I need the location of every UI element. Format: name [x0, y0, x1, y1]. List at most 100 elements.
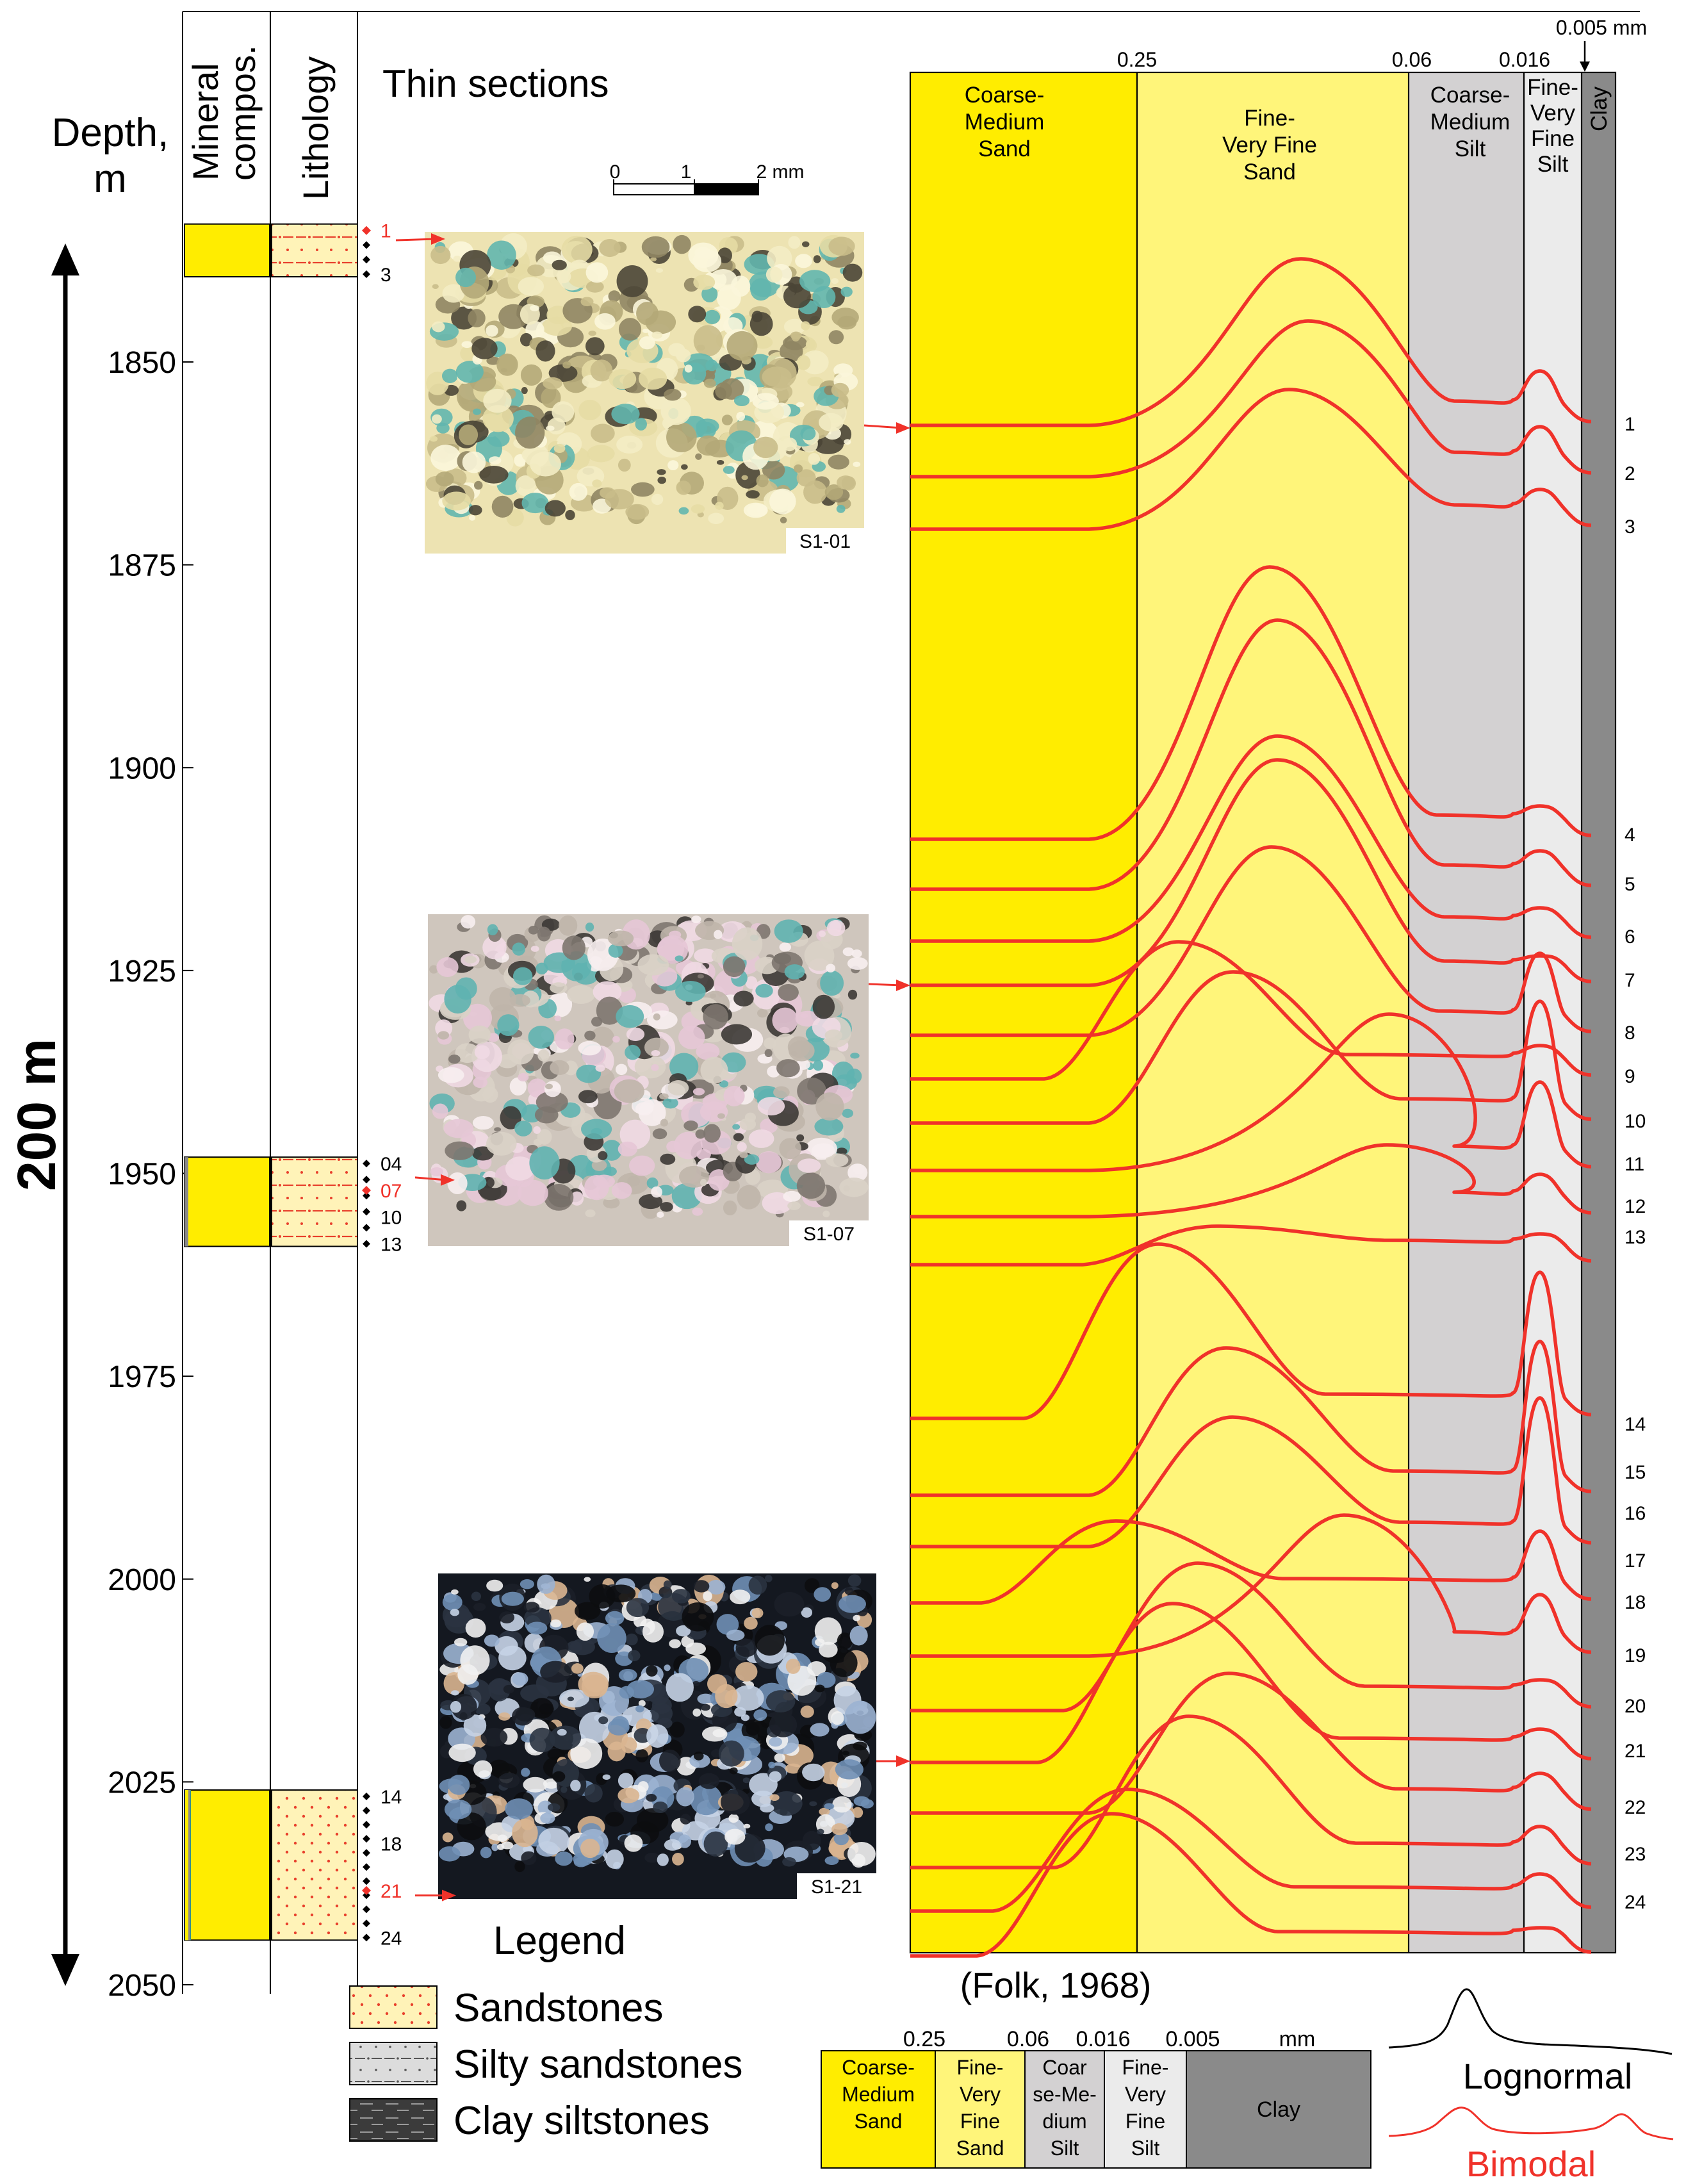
curve-label: 11 [1625, 1154, 1644, 1175]
scale-label-2: 2 mm [757, 161, 805, 183]
lognormal-label: Lognormal [1463, 2056, 1633, 2096]
legend-swatch-clay-siltstones [349, 2098, 438, 2142]
mineral-stripe [184, 1157, 188, 1247]
legend-swatch-silty-sandstones [349, 2042, 438, 2085]
lognormal-sample-curve [1388, 1988, 1673, 2055]
curve-label: 7 [1625, 970, 1635, 991]
legend-label-clay-siltstones: Clay siltstones [454, 2099, 710, 2143]
sample-marker [363, 270, 370, 279]
boundary-label-006: 0.06 [1392, 48, 1432, 71]
folk-reference: (Folk, 1968) [960, 1965, 1152, 2005]
sample-marker [363, 1877, 370, 1885]
curve-label: 3 [1625, 516, 1635, 538]
photo-texture [425, 233, 863, 527]
curve-label: 2 [1625, 463, 1635, 484]
sample-marker-highlight [362, 1885, 371, 1895]
span-arrow [51, 243, 79, 1986]
scale-boundary-025: 0.25 [903, 2027, 945, 2051]
curve-label: 4 [1625, 825, 1635, 846]
legend-label-silty-sandstones: Silty sandstones [454, 2042, 742, 2087]
mineral-header-1: Mineral [185, 63, 225, 181]
distribution-legend: Lognormal Bimodal [1388, 1988, 1674, 2184]
depth-tick-label: 2000 [108, 1563, 176, 1597]
photo-texture [438, 1574, 876, 1873]
curve-series-1 [910, 257, 1592, 427]
curve-series-16 [910, 1396, 1592, 1548]
depth-tick-label: 1975 [108, 1360, 176, 1394]
curve-label: 5 [1625, 874, 1635, 895]
sample-label: 13 [381, 1234, 402, 1255]
lithology-block [271, 223, 358, 278]
legend-title: Legend [493, 1919, 626, 1963]
lithology-block [271, 1789, 358, 1941]
sample-marker-highlight [362, 226, 371, 235]
curve-series-24 [910, 1812, 1592, 1958]
sample-marker [363, 1863, 370, 1871]
sample-marker [363, 1835, 370, 1843]
curve-label: 17 [1625, 1550, 1646, 1572]
scale-boundary-0005: 0.005 [1165, 2027, 1220, 2051]
span-label: 200 m [6, 1039, 67, 1191]
curve-series-20 [910, 1602, 1592, 1764]
class-label-2: Coarse-Medium Silt [1430, 83, 1510, 161]
sample-label: 10 [381, 1208, 402, 1229]
curve-series-3 [910, 388, 1592, 531]
arrow-sample-21 [415, 1889, 456, 1901]
curve-series-5 [910, 618, 1592, 891]
sample-label: 21 [381, 1881, 402, 1902]
scale-label-1: 1 [681, 161, 692, 183]
depth-tick-label: 1925 [108, 955, 176, 989]
depth-tick-label: 1950 [108, 1158, 176, 1192]
sample-marker [363, 256, 370, 264]
photo-label-3: S1-21 [811, 1876, 862, 1898]
curve-label: 13 [1625, 1227, 1646, 1248]
sample-marker [363, 1240, 370, 1248]
curve-label: 21 [1625, 1741, 1646, 1762]
curve-series-7 [910, 758, 1592, 987]
sample-marker [363, 1821, 370, 1829]
scale-box-0: Coarse-Medium Sand [842, 2056, 915, 2133]
grain-size-chart: Coarse-Medium Sand Fine-Very Fine Sand Coa… [909, 16, 1647, 1954]
curve-label: 20 [1625, 1696, 1646, 1717]
photo-label-2: S1-07 [803, 1224, 855, 1245]
scale-boundary-006: 0.06 [1007, 2027, 1049, 2051]
size-scale-legend: 0.25 0.06 0.016 0.005 mm Coarse-Medium Sa… [821, 2027, 1371, 2169]
depth-unit: m [94, 157, 127, 201]
curve-label: 9 [1625, 1066, 1635, 1087]
depth-axis: 1850 1875 1900 1925 1950 1975 2000 2025 2050 [108, 346, 193, 2003]
column-frame [182, 11, 1640, 1994]
scale-box-2: Coar se-Me-dium Silt [1033, 2056, 1097, 2160]
boundary-label-0016: 0.016 [1499, 48, 1550, 71]
depth-tick-label: 1875 [108, 549, 176, 583]
curve-series-15 [910, 1340, 1592, 1497]
thin-section-photo-3: S1-21 [438, 1573, 876, 1899]
curve-series-19 [910, 1561, 1592, 1712]
sample-marker [363, 1208, 370, 1216]
curve-label: 18 [1625, 1592, 1646, 1613]
depth-tick-label: 2050 [108, 1969, 176, 2003]
depth-tick-label: 1900 [108, 751, 176, 785]
legend-label-sandstones: Sandstones [454, 1986, 663, 2030]
curve-series-22 [910, 1714, 1592, 1869]
curve-series-23 [910, 1787, 1592, 1913]
scale-label-0: 0 [610, 161, 621, 183]
curve-label: 6 [1625, 926, 1635, 948]
curve-series-18 [910, 1513, 1592, 1658]
curve-label: 8 [1625, 1022, 1635, 1044]
curve-series-2 [910, 319, 1592, 479]
arrow-sample-07 [414, 1174, 455, 1186]
arrow-photo-2 [868, 980, 910, 991]
curve-series-8 [910, 845, 1592, 1037]
sample-label: 04 [381, 1154, 402, 1175]
curve-label: 15 [1625, 1462, 1646, 1483]
legend-swatch-sandstones [349, 1985, 438, 2029]
depth-tick-label: 2025 [108, 1766, 176, 1800]
legend-items: Sandstones Silty sandstones Clay siltsto… [349, 1985, 742, 2143]
lithology-header: Lithology [295, 56, 336, 200]
boundary-label-025: 0.25 [1117, 48, 1157, 71]
arrow-sample-1 [395, 233, 445, 245]
mineral-block [184, 223, 270, 278]
curve-label: 19 [1625, 1645, 1646, 1666]
